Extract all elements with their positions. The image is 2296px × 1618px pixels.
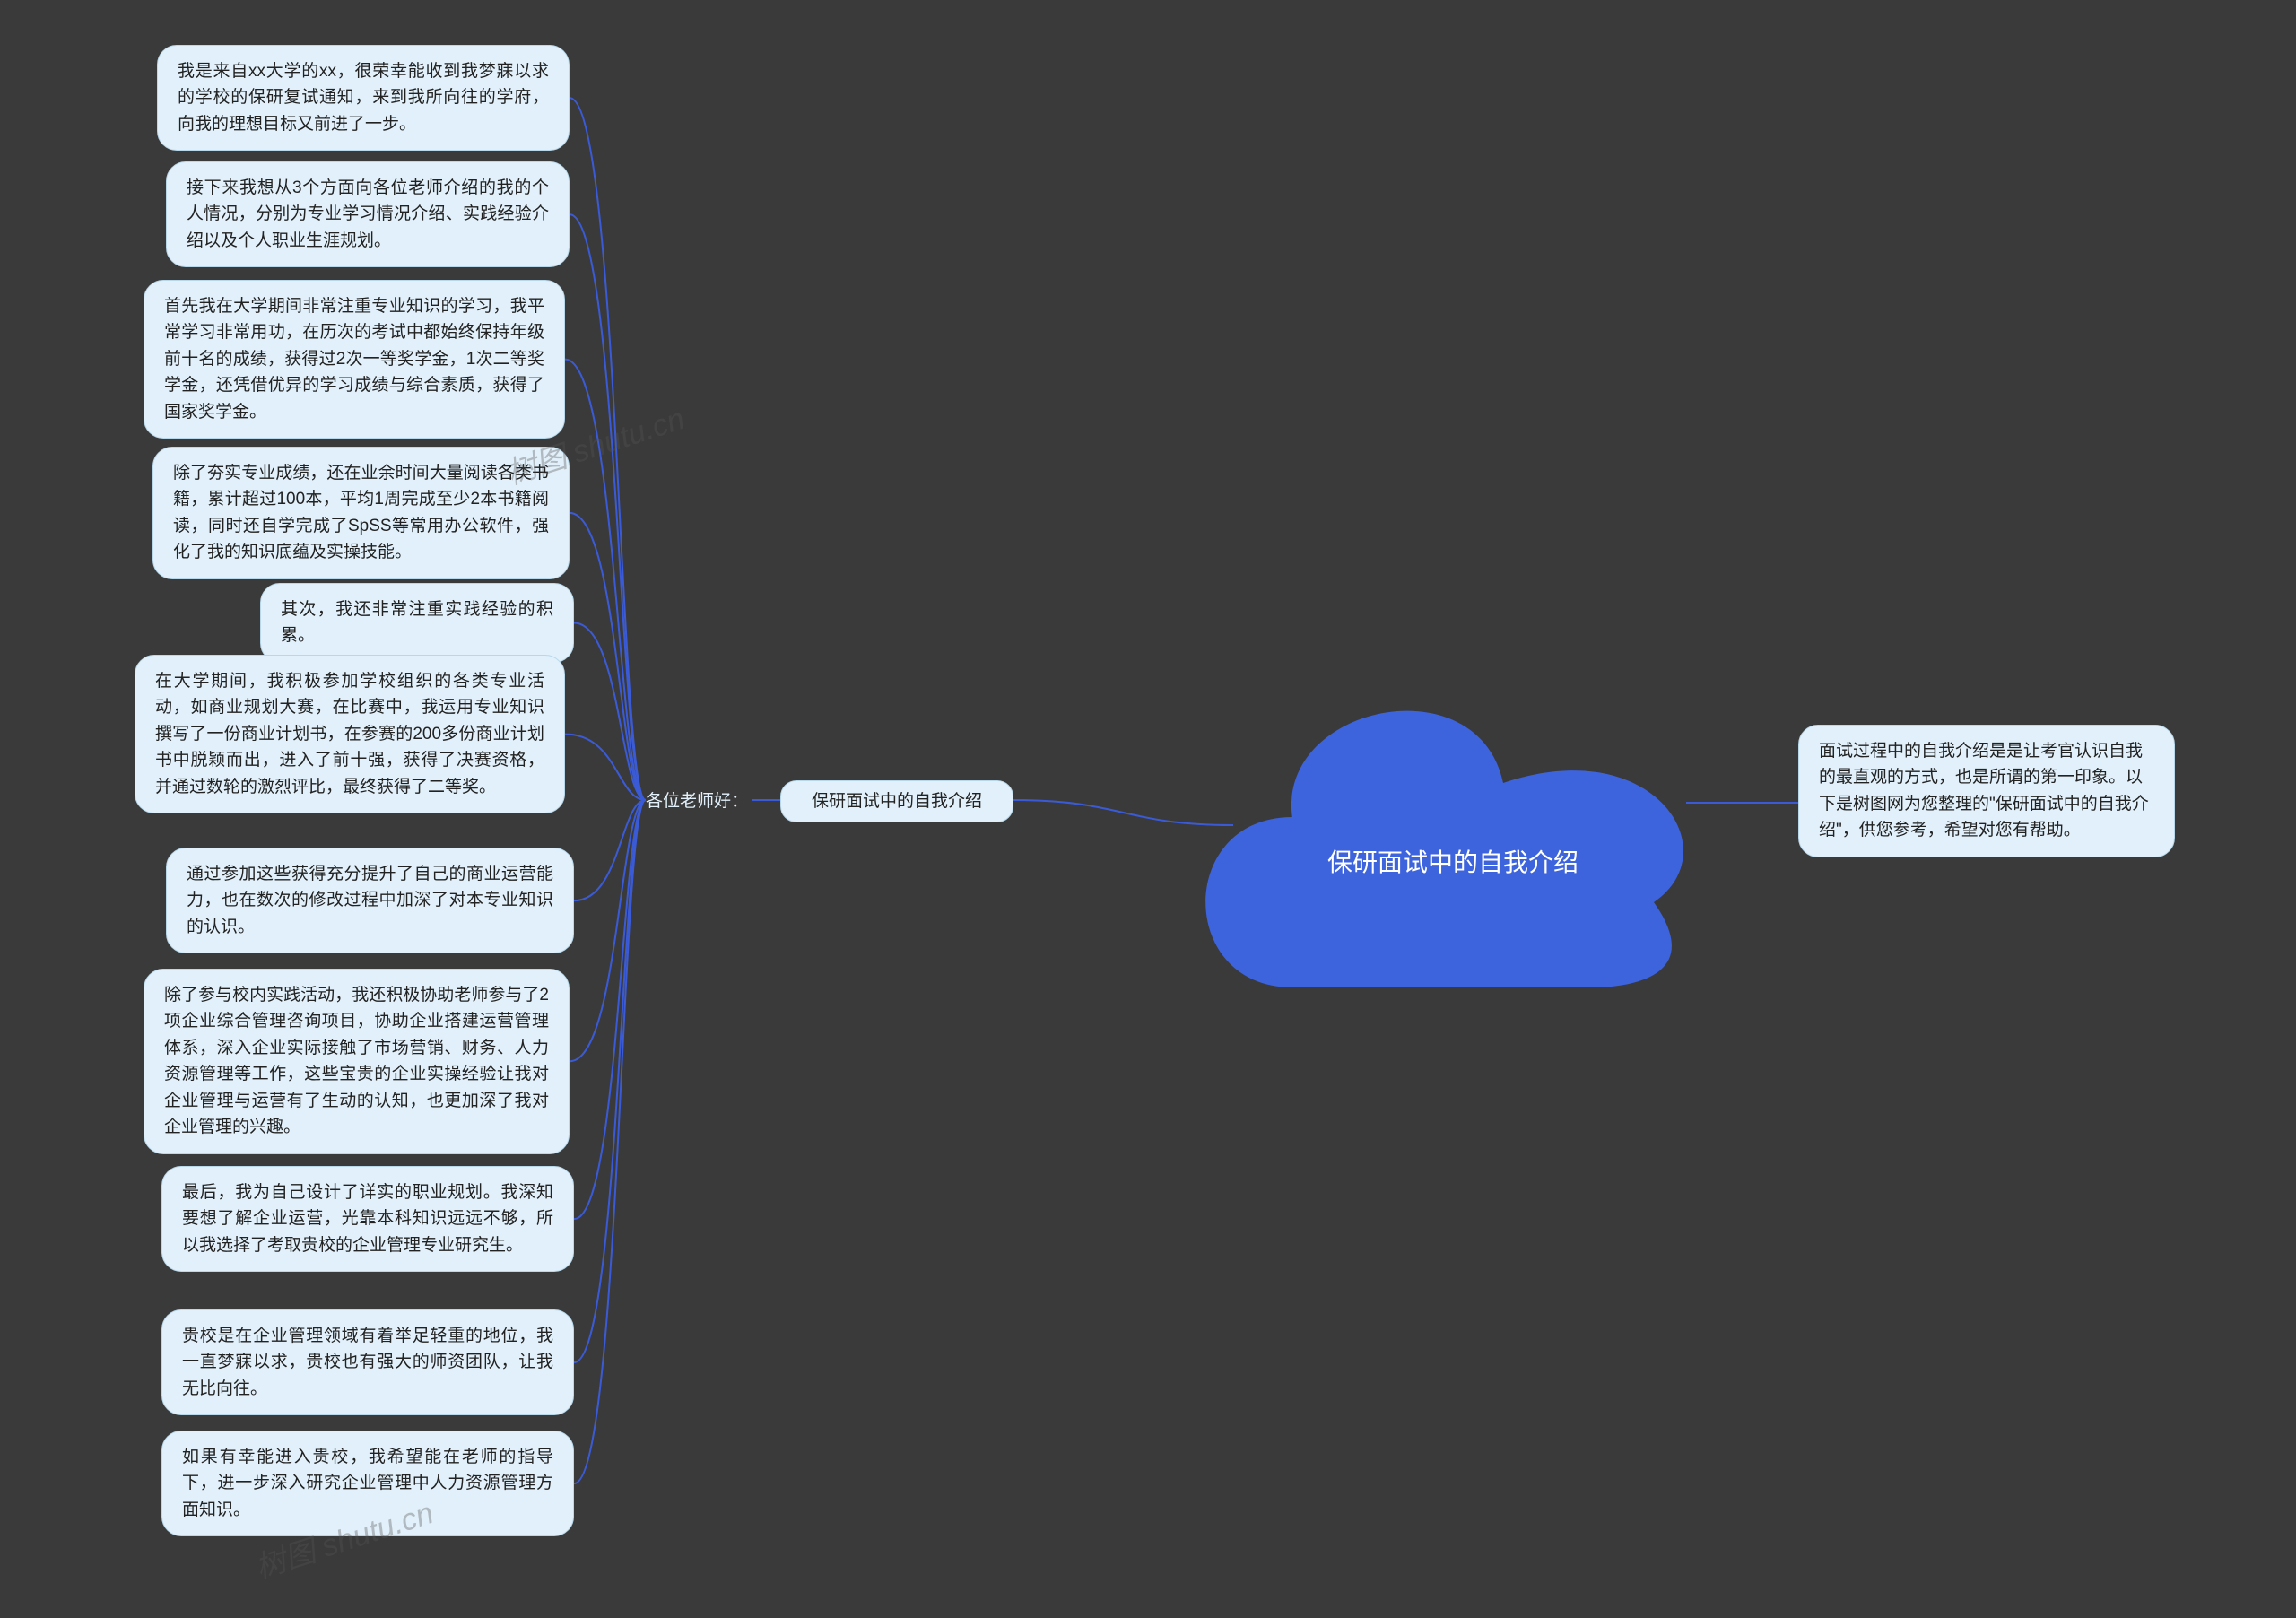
detail-bubble: 在大学期间，我积极参加学校组织的各类专业活动，如商业规划大赛，在比赛中，我运用专… [135, 655, 565, 813]
detail-bubble: 通过参加这些获得充分提升了自己的商业运营能力，也在数次的修改过程中加深了对本专业… [166, 848, 574, 953]
center-cloud: 保研面试中的自我介绍 [1202, 664, 1704, 1005]
mindmap-canvas: 保研面试中的自我介绍 面试过程中的自我介绍是是让考官认识自我的最直观的方式，也是… [0, 0, 2296, 1618]
detail-bubble: 接下来我想从3个方面向各位老师介绍的我的个人情况，分别为专业学习情况介绍、实践经… [166, 161, 570, 267]
hub-node: 保研面试中的自我介绍 [780, 780, 1013, 822]
detail-bubble: 其次，我还非常注重实践经验的积累。 [260, 583, 574, 663]
detail-bubble: 除了夯实专业成绩，还在业余时间大量阅读各类书籍，累计超过100本，平均1周完成至… [152, 447, 570, 579]
detail-bubble: 如果有幸能进入贵校，我希望能在老师的指导下，进一步深入研究企业管理中人力资源管理… [161, 1431, 574, 1536]
greeting-label: 各位老师好： [646, 787, 748, 812]
detail-bubble: 我是来自xx大学的xx，很荣幸能收到我梦寐以求的学校的保研复试通知，来到我所向往… [157, 45, 570, 151]
detail-bubble: 贵校是在企业管理领域有着举足轻重的地位，我一直梦寐以求，贵校也有强大的师资团队，… [161, 1309, 574, 1415]
detail-bubble: 首先我在大学期间非常注重专业知识的学习，我平常学习非常用功，在历次的考试中都始终… [144, 280, 565, 439]
intro-summary-bubble: 面试过程中的自我介绍是是让考官认识自我的最直观的方式，也是所谓的第一印象。以下是… [1798, 725, 2175, 857]
cloud-title: 保研面试中的自我介绍 [1327, 843, 1578, 879]
cloud-shape [1202, 664, 1704, 1005]
detail-bubble: 除了参与校内实践活动，我还积极协助老师参与了2项企业综合管理咨询项目，协助企业搭… [144, 969, 570, 1154]
detail-bubble: 最后，我为自己设计了详实的职业规划。我深知要想了解企业运营，光靠本科知识远远不够… [161, 1166, 574, 1272]
